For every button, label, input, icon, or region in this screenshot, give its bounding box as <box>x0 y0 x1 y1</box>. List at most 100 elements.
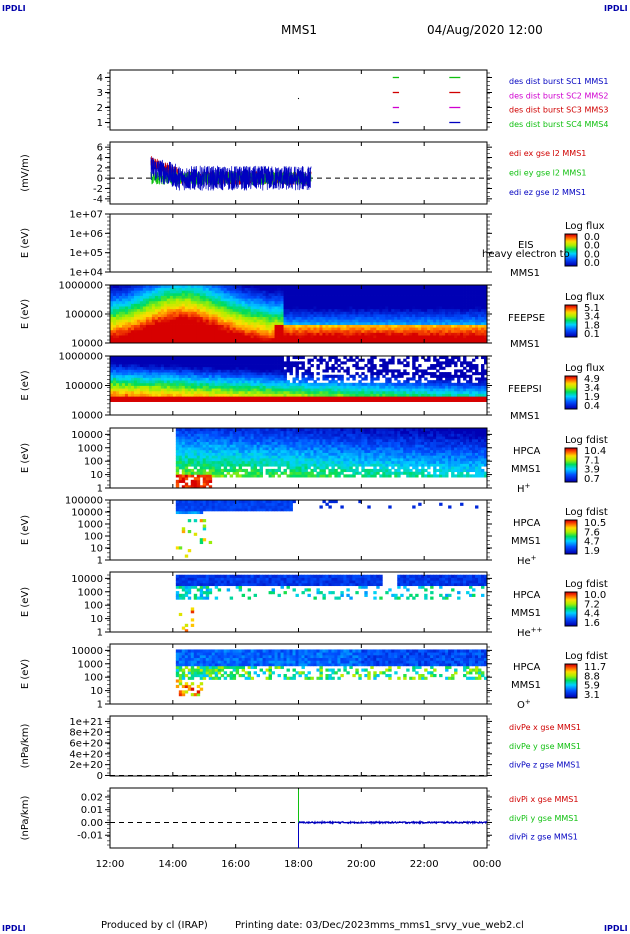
spectrogram-cell <box>286 396 290 400</box>
spectrogram-cell <box>241 308 246 312</box>
spectrogram-cell <box>379 319 383 323</box>
spectrogram-cell <box>439 380 443 384</box>
spectrogram-cell <box>400 303 404 307</box>
spectrogram-cell <box>454 393 458 397</box>
spectrogram-cell <box>163 369 168 373</box>
spectrogram-cell <box>484 358 488 362</box>
spectrogram-cell <box>232 364 237 368</box>
spectrogram-cell <box>388 393 392 397</box>
spectrogram-cell <box>121 306 126 310</box>
spectrogram-cell <box>184 319 189 323</box>
spectrogram-cell <box>451 385 455 389</box>
spectrogram-cell <box>379 300 383 304</box>
spectrogram-cell <box>235 303 240 307</box>
spectrogram-cell <box>481 390 485 394</box>
spectrogram-cell <box>229 356 234 360</box>
spectrogram-cell <box>415 300 419 304</box>
spectrogram-cell <box>409 311 413 315</box>
spectrogram-cell <box>232 300 237 304</box>
spectrogram-cell <box>346 335 350 339</box>
spectrogram-cell <box>418 340 422 344</box>
spectrogram-cell <box>217 287 222 291</box>
colorbar-swatch <box>565 377 577 379</box>
spectrogram-cell <box>112 358 117 362</box>
spectrogram-cell <box>358 324 362 328</box>
spectrogram-cell <box>280 329 284 333</box>
spectrogram-cell <box>394 319 398 323</box>
colorbar-swatch <box>565 258 577 261</box>
spectrogram-cell <box>355 319 359 323</box>
spectrogram-cell <box>475 314 479 318</box>
spectrogram-cell <box>253 298 258 302</box>
spectrogram-cell <box>262 366 266 370</box>
spectrogram-cell <box>175 327 180 331</box>
spectrogram-cell <box>454 337 458 341</box>
spectrogram-cell <box>247 374 252 378</box>
spectrogram-cell <box>277 390 281 394</box>
spectrogram-cell <box>460 287 464 291</box>
spectrogram-cell <box>475 295 479 299</box>
spectrogram-cell <box>415 327 419 331</box>
spectrogram-cell <box>346 385 350 389</box>
spectrogram-cell <box>229 335 234 339</box>
spectrogram-cell <box>382 321 386 325</box>
spectrogram-cell <box>409 300 413 304</box>
spectrogram-cell <box>235 298 240 302</box>
spectrogram-cell <box>412 311 416 315</box>
spectrogram-cell <box>268 335 272 339</box>
spectrogram-cell <box>391 321 395 325</box>
spectrogram-cell <box>379 327 383 331</box>
spectrogram-cell <box>295 324 299 328</box>
spectrogram-cell <box>349 390 353 394</box>
spectrogram-cell <box>355 290 359 294</box>
spectrogram-cell <box>205 390 210 394</box>
spectrogram-cell <box>226 385 231 389</box>
spectrogram-cell <box>250 324 255 328</box>
spectrogram-cell <box>451 314 455 318</box>
spectrogram-cell <box>349 393 353 397</box>
spectrogram-cell <box>361 335 365 339</box>
spectrogram-cell <box>229 366 234 370</box>
spectrogram-cell <box>469 329 473 333</box>
spectrogram-cell <box>445 337 449 341</box>
spectrogram-cell <box>436 377 440 381</box>
spectrogram-cell <box>280 303 284 307</box>
spectrogram-cell <box>229 316 234 320</box>
spectrogram-cell <box>133 369 138 373</box>
spectrogram-cell <box>379 372 383 376</box>
spectrogram-cell <box>286 380 290 384</box>
spectrogram-cell <box>403 396 407 400</box>
spectrogram-cell <box>181 324 186 328</box>
spectrogram-cell <box>259 314 263 318</box>
spectrogram-cell <box>250 396 255 400</box>
spectrogram-cell <box>298 303 302 307</box>
spectrogram-cell <box>193 306 198 310</box>
spectrogram-cell <box>346 303 350 307</box>
spectrogram-cell <box>145 340 150 344</box>
spectrogram-cell <box>388 358 392 362</box>
spectrogram-cell <box>385 364 389 368</box>
spectrogram-cell <box>148 358 153 362</box>
spectrogram-cell <box>217 329 222 333</box>
spectrogram-cell <box>472 358 476 362</box>
spectrogram-cell <box>448 295 452 299</box>
spectrogram-cell <box>352 306 356 310</box>
spectrogram-cell <box>133 380 138 384</box>
spectrogram-cell <box>184 290 189 294</box>
spectrogram-cell <box>331 380 335 384</box>
spectrogram-cell <box>274 308 278 312</box>
spectrogram-cell <box>190 327 195 331</box>
spectrogram-cell <box>313 329 317 333</box>
spectrogram-cell <box>211 295 216 299</box>
spectrogram-cell <box>166 295 171 299</box>
spectrogram-cell <box>397 303 401 307</box>
spectrogram-cell <box>184 329 189 333</box>
spectrogram-cell <box>469 369 473 373</box>
spectrogram-cell <box>277 382 281 386</box>
spectrogram-cell <box>439 319 443 323</box>
spectrogram-cell <box>304 388 308 392</box>
spectrogram-cell <box>373 337 377 341</box>
spectrogram-cell <box>334 327 338 331</box>
spectrogram-cell <box>310 398 314 402</box>
spectrogram-cell <box>110 396 114 400</box>
